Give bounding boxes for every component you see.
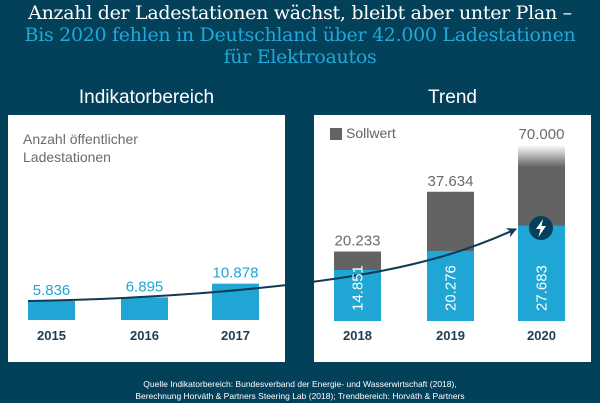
data-label-ist-2020: 27.683 xyxy=(534,265,551,311)
data-label-sollwert-2019: 37.634 xyxy=(428,173,474,190)
bar-ist-2015 xyxy=(28,300,75,320)
data-label-ist-2017: 10.878 xyxy=(213,265,259,282)
title-line-3: für Elektroautos xyxy=(223,46,377,68)
bar-ist-2019 xyxy=(427,251,474,321)
title-line-2: Bis 2020 fehlen in Deutschland über 42.0… xyxy=(24,24,576,46)
x-tick-label-2017: 2017 xyxy=(221,328,250,343)
data-label-ist-2018: 14.851 xyxy=(350,265,367,311)
y-axis-label-line-1: Anzahl öffentlicher xyxy=(23,131,138,147)
data-label-ist-2015: 5.836 xyxy=(33,282,71,299)
legend-label-sollwert: Sollwert xyxy=(346,125,396,141)
lightning-bolt-icon xyxy=(529,216,553,240)
bar-ist-2020 xyxy=(518,225,565,321)
data-label-sollwert-2020: 70.000 xyxy=(519,126,565,143)
bar-sollwert-fade-2020 xyxy=(518,145,565,167)
x-tick-label-2016: 2016 xyxy=(130,328,159,343)
y-axis-label-line-2: Ladestationen xyxy=(23,149,111,165)
source-footnote-line-1: Quelle Indikatorbereich: Bundesverband d… xyxy=(143,379,457,389)
data-label-ist-2019: 20.276 xyxy=(443,265,460,311)
legend-swatch-sollwert xyxy=(330,128,342,140)
x-tick-label-2019: 2019 xyxy=(436,328,465,343)
data-label-ist-2016: 6.895 xyxy=(126,278,164,295)
title-line-1: Anzahl der Ladestationen wächst, bleibt … xyxy=(28,2,572,24)
bar-sollwert-2019 xyxy=(427,191,474,252)
bar-sollwert-2018 xyxy=(334,251,381,270)
source-footnote-line-2: Berechnung Horváth & Partners Steering L… xyxy=(135,391,465,401)
data-label-sollwert-2018: 20.233 xyxy=(335,233,381,250)
x-tick-label-2020: 2020 xyxy=(527,328,556,343)
x-tick-label-2015: 2015 xyxy=(37,328,66,343)
panel-indikatorbereich xyxy=(8,115,285,362)
trend-arrow-curve xyxy=(27,228,517,302)
section-label-indikatorbereich: Indikatorbereich xyxy=(78,87,215,108)
bar-ist-2016 xyxy=(121,297,168,320)
section-label-trend: Trend xyxy=(428,87,477,108)
x-tick-label-2018: 2018 xyxy=(343,328,372,343)
